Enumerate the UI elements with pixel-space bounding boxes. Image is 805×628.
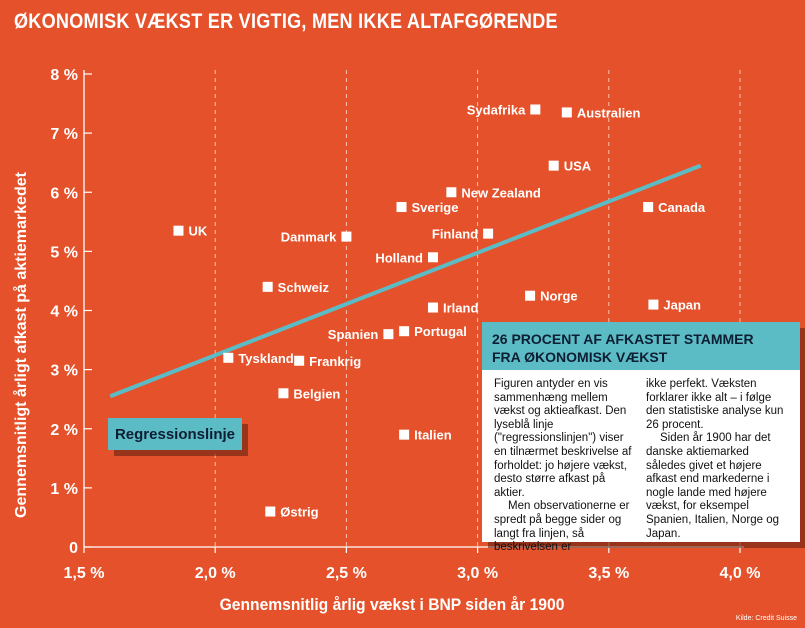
y-tick-label: 4 % — [50, 304, 78, 321]
data-point — [483, 228, 494, 239]
data-point — [399, 326, 410, 337]
data-point-label: UK — [188, 224, 207, 239]
chart-title: ØKONOMISK VÆKST ER VIGTIG, MEN IKKE ALTA… — [14, 10, 558, 33]
data-point-label: Holland — [375, 250, 423, 265]
y-tick-label: 3 % — [50, 363, 78, 380]
info-box: 26 PROCENT AF AFKASTET STAMMER FRA ØKONO… — [482, 322, 800, 553]
data-point — [427, 302, 438, 313]
regression-line — [109, 163, 702, 399]
data-point-label: Belgien — [293, 386, 340, 401]
data-point — [294, 355, 305, 366]
data-point-label: USA — [564, 159, 592, 174]
data-point — [341, 231, 352, 242]
data-point — [427, 252, 438, 263]
data-point — [548, 160, 559, 171]
source-note: Kilde: Credit Suisse — [735, 615, 797, 622]
data-point-label: Irland — [443, 301, 478, 316]
axes — [83, 70, 744, 548]
x-tick-label: 3,0 % — [457, 565, 498, 582]
data-point — [278, 388, 289, 399]
x-tick-label: 4,0 % — [720, 565, 761, 582]
regression-line-group — [109, 163, 702, 399]
info-paragraph: Figuren antyder en vis sammenhæng mellem… — [494, 378, 632, 499]
data-point-label: Italien — [414, 428, 452, 443]
data-point-label: Japan — [663, 298, 701, 313]
data-point — [648, 299, 659, 310]
x-tick-label: 2,0 % — [195, 565, 236, 582]
x-tick-label: 3,5 % — [588, 565, 629, 582]
y-tick-label: 0 — [69, 540, 78, 557]
data-point-label: Schweiz — [278, 280, 330, 295]
x-axis-label: Gennemsnitlig årlig vækst i BNP siden år… — [219, 595, 565, 614]
info-paragraph: Men observationerne er spredt på begge s… — [494, 500, 630, 554]
data-point-label: Norge — [540, 289, 578, 304]
data-point — [561, 107, 572, 118]
data-point — [396, 202, 407, 213]
info-paragraph: ikke perfekt. Væksten forklarer ikke alt… — [646, 378, 784, 431]
data-points: UK Tyskland Schweiz Østrig Belgien Frankrig Da… — [173, 102, 706, 520]
y-tick-label: 1 % — [50, 481, 78, 498]
data-point — [383, 329, 394, 340]
data-point — [173, 225, 184, 236]
data-point — [262, 281, 273, 292]
data-point-label: Portugal — [414, 324, 467, 339]
y-axis-ticks: 0 1 % 2 % 3 % 4 % 5 % 6 % 7 % 8 % — [50, 67, 92, 557]
x-tick-label: 1,5 % — [64, 565, 105, 582]
data-point — [643, 202, 654, 213]
y-tick-label: 7 % — [50, 126, 78, 143]
data-point-label: Australien — [577, 105, 641, 120]
x-axis-ticks: 1,5 % 2,0 % 2,5 % 3,0 % 3,5 % 4,0 % — [64, 547, 761, 582]
y-tick-label: 5 % — [50, 244, 78, 261]
info-column-left: Figuren antyder en vis sammenhæng mellem… — [494, 378, 632, 555]
info-heading-line-1: 26 PROCENT AF AFKASTET STAMMER — [492, 331, 754, 347]
data-point-label: Spanien — [328, 327, 379, 342]
data-point — [525, 290, 536, 301]
info-heading-line-2: FRA ØKONOMISK VÆKST — [492, 349, 668, 365]
data-point — [223, 352, 234, 363]
x-tick-label: 2,5 % — [326, 565, 367, 582]
data-point-label: Finland — [432, 227, 478, 242]
info-box-heading: 26 PROCENT AF AFKASTET STAMMER FRA ØKONO… — [482, 322, 800, 370]
data-point-label: Danmark — [281, 230, 337, 245]
data-point-label: Sverige — [412, 200, 459, 215]
data-point — [399, 429, 410, 440]
data-point-label: Østrig — [280, 505, 318, 520]
data-point-label: Frankrig — [309, 354, 361, 369]
data-point-label: Tyskland — [238, 351, 293, 366]
data-point-label: New Zealand — [461, 185, 541, 200]
y-tick-label: 6 % — [50, 185, 78, 202]
data-point-label: Sydafrika — [467, 102, 526, 117]
y-tick-label: 2 % — [50, 422, 78, 439]
info-box-body: Figuren antyder en vis sammenhæng mellem… — [482, 370, 800, 555]
data-point — [446, 187, 457, 198]
info-paragraph: Siden år 1900 har det danske aktiemarked… — [646, 432, 779, 540]
info-column-right: ikke perfekt. Væksten forklarer ikke alt… — [646, 378, 784, 555]
data-point-label: Canada — [658, 200, 706, 215]
data-point — [530, 104, 541, 115]
y-tick-label: 8 % — [50, 67, 78, 84]
regression-line-label: Regressionslinje — [108, 418, 242, 450]
y-axis-label: Gennemsnitligt årligt afkast på aktiemar… — [13, 172, 30, 518]
data-point — [265, 506, 276, 517]
